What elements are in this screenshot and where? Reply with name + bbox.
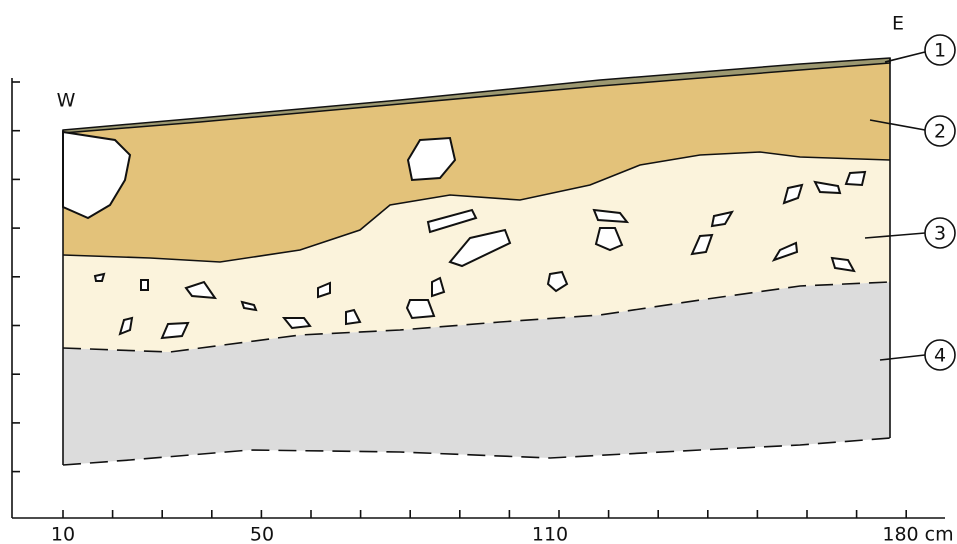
- callout-circles: [924, 34, 956, 371]
- layer-4: [63, 282, 890, 465]
- axes: [11, 78, 945, 519]
- tick-label: 50: [250, 524, 274, 544]
- layer-label: 2: [934, 121, 946, 143]
- stones: [93, 136, 867, 340]
- callout-lines: [864, 51, 926, 361]
- layer-2: [63, 63, 890, 262]
- dashed-boundary: [62, 437, 891, 466]
- tick-label: 10: [51, 524, 75, 544]
- dashed-boundary: [62, 281, 891, 353]
- east-label: E: [892, 13, 904, 35]
- void: [62, 130, 132, 220]
- boundary: [62, 151, 891, 263]
- west-label: W: [57, 90, 76, 112]
- layer-label: 4: [934, 345, 946, 367]
- layer-label: 3: [934, 223, 946, 245]
- tick-label: 110: [532, 524, 568, 544]
- tick-label: 180 cm: [882, 524, 953, 544]
- layer-label: 1: [934, 40, 946, 62]
